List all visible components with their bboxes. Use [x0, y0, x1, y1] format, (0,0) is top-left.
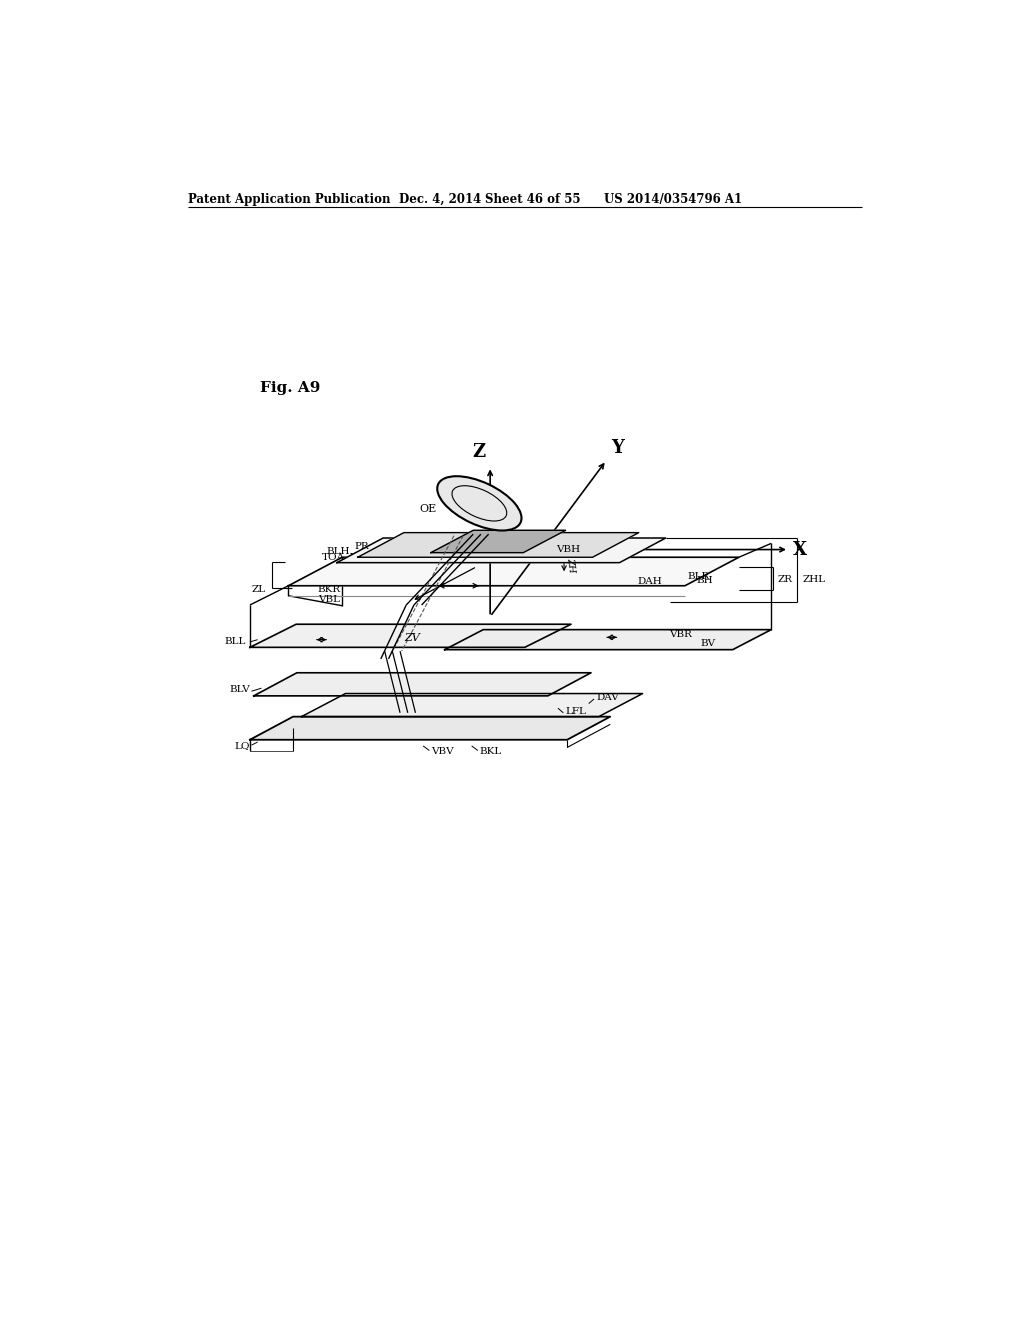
Text: BLV: BLV — [229, 685, 250, 694]
Text: Patent Application Publication: Patent Application Publication — [188, 193, 391, 206]
Text: BKL: BKL — [479, 747, 502, 756]
Text: Y: Y — [611, 440, 624, 457]
Text: TOA: TOA — [322, 553, 345, 562]
Polygon shape — [444, 630, 771, 649]
Text: VBR: VBR — [670, 630, 692, 639]
Text: VBH: VBH — [556, 545, 581, 554]
Text: ZHL: ZHL — [803, 576, 826, 583]
Text: BKR: BKR — [317, 585, 341, 594]
Text: Fig. A9: Fig. A9 — [260, 381, 321, 395]
Text: ZH: ZH — [565, 557, 577, 573]
Polygon shape — [250, 717, 610, 739]
Text: DAV: DAV — [596, 693, 620, 702]
Text: Dec. 4, 2014: Dec. 4, 2014 — [398, 193, 481, 206]
Polygon shape — [254, 673, 591, 696]
Text: PR: PR — [354, 543, 370, 550]
Polygon shape — [250, 624, 571, 647]
Text: VBV: VBV — [431, 747, 454, 756]
Text: BLL: BLL — [224, 638, 246, 647]
Polygon shape — [357, 533, 639, 557]
Text: BH: BH — [696, 576, 713, 585]
Text: BLR: BLR — [687, 572, 710, 581]
Text: ZR: ZR — [777, 576, 793, 583]
Text: DAH: DAH — [637, 577, 662, 586]
Text: X: X — [793, 541, 807, 558]
Text: ZL: ZL — [252, 585, 266, 594]
Text: BLH: BLH — [327, 546, 350, 556]
Text: US 2014/0354796 A1: US 2014/0354796 A1 — [604, 193, 742, 206]
Ellipse shape — [437, 477, 521, 531]
Text: BV: BV — [700, 639, 716, 648]
Text: LQ: LQ — [234, 741, 250, 750]
Polygon shape — [337, 539, 666, 562]
Text: Sheet 46 of 55: Sheet 46 of 55 — [484, 193, 581, 206]
Text: VBL: VBL — [317, 595, 340, 605]
Text: LFL: LFL — [565, 706, 587, 715]
Polygon shape — [289, 557, 739, 586]
Polygon shape — [431, 531, 565, 553]
Text: ZV: ZV — [403, 634, 420, 643]
Text: Z: Z — [472, 444, 485, 461]
Polygon shape — [301, 693, 643, 717]
Text: OE: OE — [419, 504, 436, 513]
